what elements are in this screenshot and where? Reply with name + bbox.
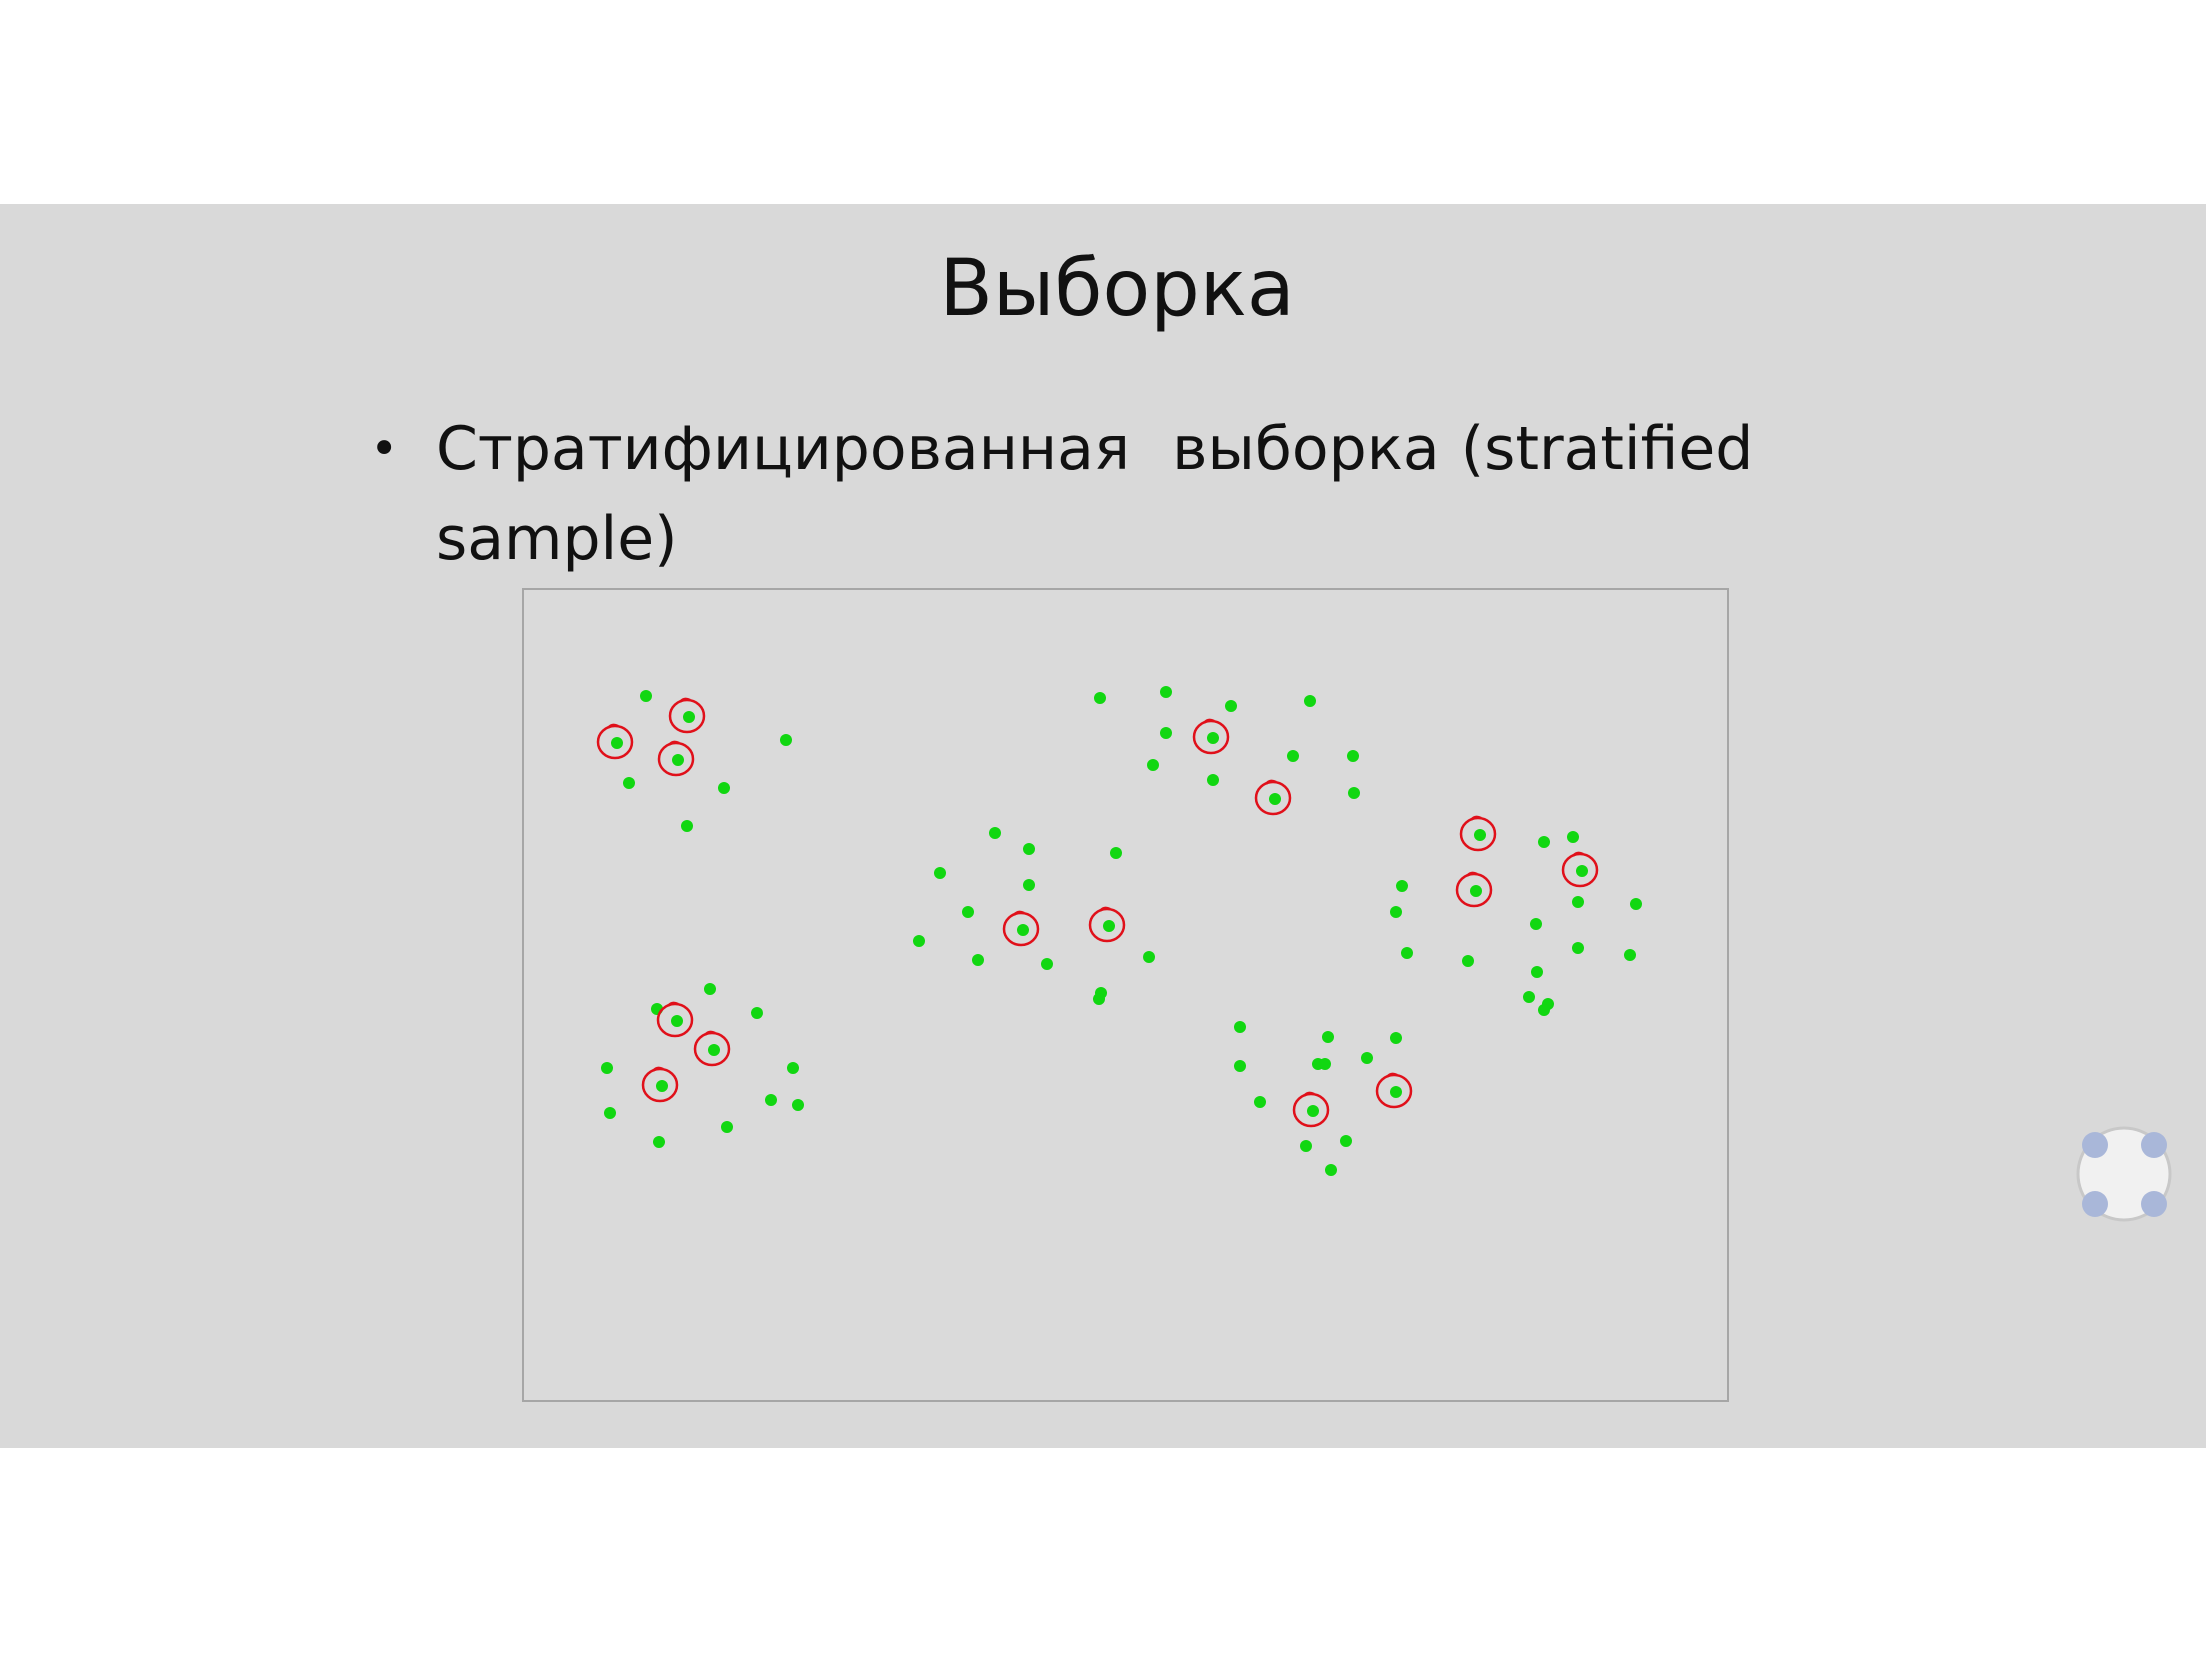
population-point [1269,793,1281,805]
population-point [683,711,695,723]
population-point [1319,1058,1331,1070]
population-point [1147,759,1159,771]
sampled-point-stroke [1572,851,1584,857]
bullet-dot-icon: • [370,421,399,477]
population-point [623,777,635,789]
population-point [1234,1021,1246,1033]
population-point [671,1015,683,1027]
sampled-point-stroke [667,1001,679,1007]
population-point [1470,885,1482,897]
population-point [1567,831,1579,843]
population-point [704,983,716,995]
sampled-point-stroke [1013,910,1025,916]
population-point [1304,695,1316,707]
population-point [962,906,974,918]
population-point [1538,1004,1550,1016]
sampled-point-stroke [668,740,680,746]
population-point [934,867,946,879]
population-point [1103,920,1115,932]
population-point [601,1062,613,1074]
population-point [1474,829,1486,841]
population-point [989,827,1001,839]
population-point [1361,1052,1373,1064]
population-point [1462,955,1474,967]
population-point [1093,993,1105,1005]
population-point [653,1136,665,1148]
population-point [656,1080,668,1092]
population-point [1023,879,1035,891]
stratified-sample-diagram [522,588,1729,1402]
population-point [1207,732,1219,744]
population-point [1390,906,1402,918]
sampled-point-stroke [607,723,619,729]
population-point [1160,686,1172,698]
population-point [913,935,925,947]
population-point [1017,924,1029,936]
sampled-point-stroke [1099,906,1111,912]
diagram-canvas [596,686,1642,1176]
population-point [972,954,984,966]
population-point [1234,1060,1246,1072]
sampled-point-stroke [1386,1072,1398,1078]
population-point [604,1107,616,1119]
population-point [751,1007,763,1019]
population-point [1390,1086,1402,1098]
population-point [1396,880,1408,892]
population-point [611,737,623,749]
population-point [1538,836,1550,848]
sampled-point-stroke [704,1030,716,1036]
population-point [1576,865,1588,877]
population-point [1041,958,1053,970]
population-point [721,1121,733,1133]
fullscreen-handles-icon[interactable] [2071,1121,2181,1231]
sampled-point-stroke [1466,871,1478,877]
population-point [1160,727,1172,739]
population-point [792,1099,804,1111]
population-point [1390,1032,1402,1044]
population-point [640,690,652,702]
population-point [1401,947,1413,959]
population-point [1207,774,1219,786]
population-point [1287,750,1299,762]
population-point [672,754,684,766]
population-point [1347,750,1359,762]
population-point [1348,787,1360,799]
sampled-point-stroke [1470,815,1482,821]
slide-title: Выборка [939,244,1295,334]
population-point [1110,847,1122,859]
population-point [1322,1031,1334,1043]
population-point [1572,896,1584,908]
bullet-item: • Стратифицированная выборка (stratified… [370,404,1770,584]
sampled-point-stroke [1303,1091,1315,1097]
population-point [718,782,730,794]
population-point [1530,918,1542,930]
population-point [1023,843,1035,855]
population-point [1572,942,1584,954]
sampled-point-stroke [679,697,691,703]
population-point [1340,1135,1352,1147]
population-point [1300,1140,1312,1152]
population-point [1325,1164,1337,1176]
population-point [787,1062,799,1074]
sampled-point-stroke [652,1066,664,1072]
population-point [1624,949,1636,961]
population-point [1225,700,1237,712]
population-point [1531,966,1543,978]
population-point [1307,1105,1319,1117]
population-point [681,820,693,832]
population-point [1523,991,1535,1003]
population-point [765,1094,777,1106]
bullet-text: Стратифицированная выборка (stratified s… [436,414,1775,574]
population-point [1143,951,1155,963]
population-point [780,734,792,746]
sampled-point-stroke [1203,718,1215,724]
population-point [1254,1096,1266,1108]
population-point [1094,692,1106,704]
sampled-point-stroke [1265,779,1277,785]
slide: Выборка • Стратифицированная выборка (st… [0,204,2206,1448]
population-point [708,1044,720,1056]
population-point [1630,898,1642,910]
